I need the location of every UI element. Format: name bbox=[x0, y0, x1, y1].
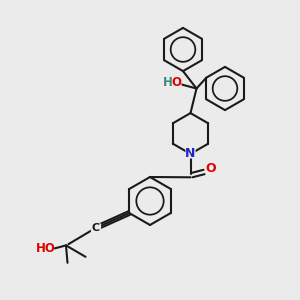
FancyBboxPatch shape bbox=[38, 244, 54, 253]
FancyBboxPatch shape bbox=[185, 149, 196, 158]
Text: O: O bbox=[171, 76, 182, 89]
Text: H: H bbox=[163, 76, 173, 89]
FancyBboxPatch shape bbox=[91, 223, 101, 233]
FancyBboxPatch shape bbox=[171, 78, 182, 87]
Text: O: O bbox=[205, 162, 216, 176]
Text: C: C bbox=[92, 223, 100, 233]
Text: N: N bbox=[185, 147, 196, 161]
FancyBboxPatch shape bbox=[206, 164, 216, 173]
FancyBboxPatch shape bbox=[163, 78, 173, 87]
Text: HO: HO bbox=[36, 242, 56, 255]
